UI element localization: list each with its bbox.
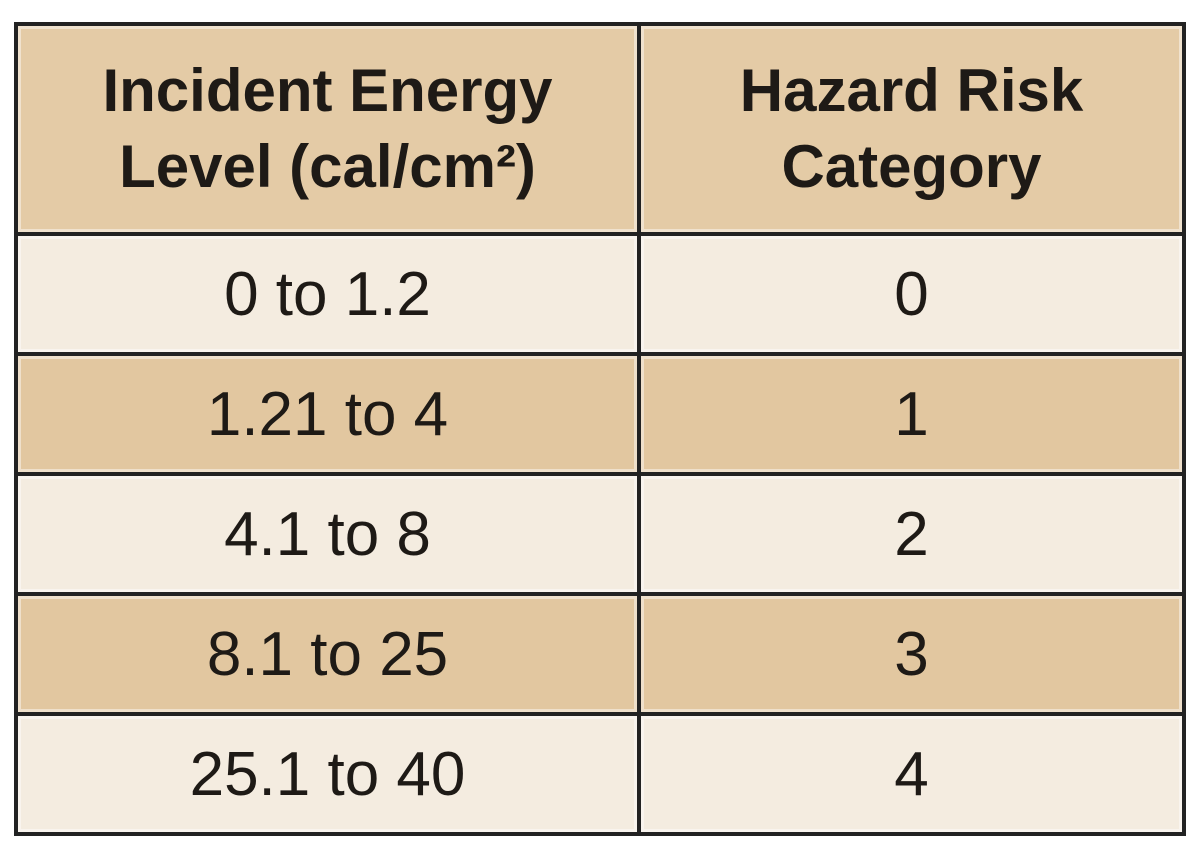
table-cell: 8.1 to 25: [18, 596, 637, 712]
table-cell: 1.21 to 4: [18, 356, 637, 472]
table-cell: 4: [641, 716, 1182, 832]
table-cell: 4.1 to 8: [18, 476, 637, 592]
cell-text: 4.1 to 8: [224, 499, 431, 569]
table-cell: 2: [641, 476, 1182, 592]
table-cell: 3: [641, 596, 1182, 712]
header-text: Incident Energy: [102, 57, 553, 124]
header-cell: Incident Energy Level (cal/cm²): [18, 26, 637, 232]
table-cell: 0: [641, 236, 1182, 352]
cell-text: 0: [894, 259, 929, 329]
header-text: Hazard Risk: [739, 57, 1084, 124]
cell-text: 25.1 to 40: [189, 739, 466, 809]
table-cell: 1: [641, 356, 1182, 472]
table-cell: 25.1 to 40: [18, 716, 637, 832]
cell-text: 8.1 to 25: [206, 619, 449, 689]
header-text: Level (cal/cm²): [119, 133, 536, 200]
cell-text: 3: [894, 619, 929, 689]
table-cell: 0 to 1.2: [18, 236, 637, 352]
cell-text: 4: [894, 739, 929, 809]
table: Incident Energy Level (cal/cm²) Hazard Ris…: [14, 22, 1186, 836]
cell-text: 1: [894, 379, 929, 449]
cell-text: 1.21 to 4: [206, 379, 449, 449]
cell-text: 0 to 1.2: [224, 259, 431, 329]
header-cell: Hazard Risk Category: [641, 26, 1182, 232]
cell-text: 2: [894, 499, 929, 569]
header-text: Category: [781, 133, 1042, 200]
